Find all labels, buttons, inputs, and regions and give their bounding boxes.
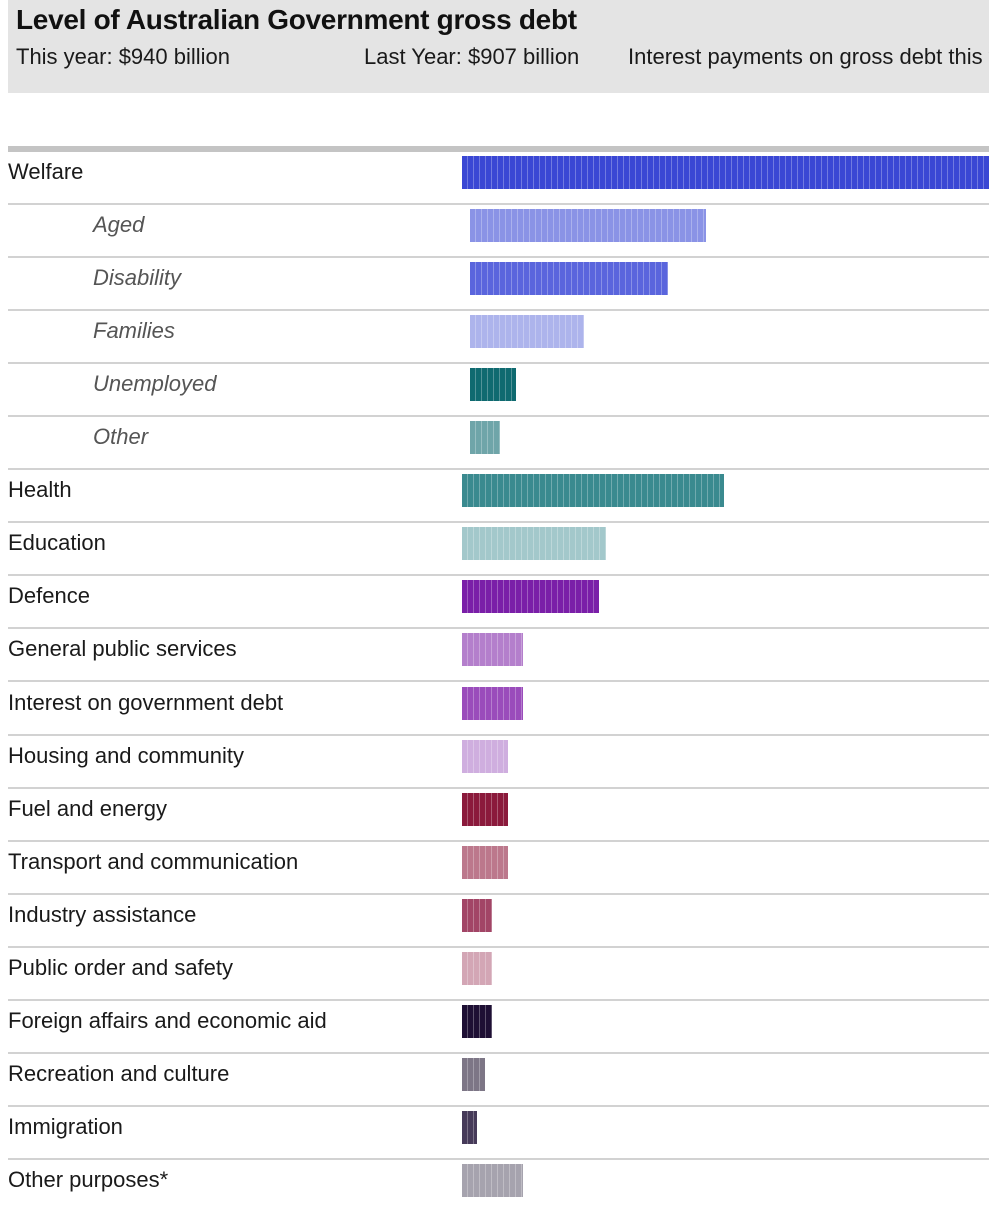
bar-interest-on-government-debt — [462, 686, 523, 720]
row-divider — [8, 574, 989, 577]
category-label: Transport and communication — [8, 848, 299, 874]
bar-other — [470, 421, 501, 455]
chart-row-industry-assistance: Industry assistance — [8, 895, 989, 948]
row-divider — [8, 1104, 989, 1107]
bar-public-order-and-safety — [462, 951, 493, 985]
chart-row-public-order-and-safety: Public order and safety — [8, 948, 989, 1001]
bar-education — [462, 527, 607, 561]
category-label: Aged — [93, 212, 145, 238]
bar-aged — [470, 209, 706, 243]
chart-row-unemployed: Unemployed — [8, 364, 989, 418]
bar-immigration — [462, 1110, 478, 1144]
bar-recreation-and-culture — [462, 1057, 485, 1091]
chart-row-general-public-services: General public services — [8, 629, 989, 683]
row-divider — [8, 468, 989, 471]
bar-disability — [470, 262, 668, 296]
row-divider — [8, 203, 989, 206]
chart-row-defence: Defence — [8, 576, 989, 630]
chart-row-health: Health — [8, 470, 989, 524]
category-label: Other purposes* — [8, 1166, 169, 1192]
row-divider — [8, 998, 989, 1001]
chart-row-immigration: Immigration — [8, 1107, 989, 1160]
category-label: Foreign affairs and economic aid — [8, 1007, 327, 1033]
category-label: Defence — [8, 583, 90, 609]
category-label: Fuel and energy — [8, 795, 167, 821]
chart-row-fuel-and-energy: Fuel and energy — [8, 789, 989, 842]
row-divider — [8, 309, 989, 312]
chart-row-welfare: Welfare — [8, 152, 989, 206]
bar-industry-assistance — [462, 898, 493, 932]
row-divider — [8, 521, 989, 524]
chart-row-aged: Aged — [8, 205, 989, 259]
chart-row-other: Other — [8, 417, 989, 471]
row-divider — [8, 839, 989, 842]
bar-unemployed — [470, 368, 516, 402]
chart-row-disability: Disability — [8, 258, 989, 312]
row-divider — [8, 892, 989, 895]
last-year-debt: Last Year: $907 billion — [364, 44, 580, 69]
row-divider — [8, 786, 989, 789]
chart-row-housing-and-community: Housing and community — [8, 736, 989, 789]
category-label: Recreation and culture — [8, 1060, 230, 1086]
chart-row-transport-and-communication: Transport and communication — [8, 842, 989, 895]
category-label: Public order and safety — [8, 954, 234, 980]
interest-payments: Interest payments on gross debt this y — [628, 44, 989, 69]
bar-defence — [462, 580, 599, 614]
chart-row-education: Education — [8, 523, 989, 577]
chart-row-foreign-affairs-and-economic-aid: Foreign affairs and economic aid — [8, 1001, 989, 1054]
row-divider — [8, 362, 989, 365]
category-label: Industry assistance — [8, 901, 197, 927]
bar-transport-and-communication — [462, 845, 508, 879]
category-label: Education — [8, 530, 106, 556]
category-label: Unemployed — [93, 371, 217, 397]
chart-row-other-purposes: Other purposes* — [8, 1160, 989, 1213]
category-label: Families — [93, 318, 175, 344]
chart-row-families: Families — [8, 311, 989, 365]
row-divider — [8, 627, 989, 630]
category-label: Immigration — [8, 1113, 123, 1139]
row-divider — [8, 945, 989, 948]
row-divider — [8, 680, 989, 683]
row-divider — [8, 1157, 989, 1160]
category-label: Disability — [93, 265, 182, 291]
row-divider — [8, 256, 989, 259]
bar-foreign-affairs-and-economic-aid — [462, 1004, 493, 1038]
row-divider — [8, 733, 989, 736]
category-label: Other — [93, 424, 149, 450]
category-label: Housing and community — [8, 742, 245, 768]
bar-welfare — [462, 156, 989, 189]
bar-families — [470, 315, 584, 349]
chart-top-rule — [8, 146, 989, 152]
bar-housing-and-community — [462, 739, 508, 773]
category-label: General public services — [8, 636, 237, 662]
this-year-debt: This year: $940 billion — [16, 44, 231, 69]
row-divider — [8, 415, 989, 418]
bar-fuel-and-energy — [462, 792, 508, 826]
row-divider — [8, 1051, 989, 1054]
debt-summary-header: Level of Australian Government gross deb… — [8, 0, 989, 93]
category-label: Interest on government debt — [8, 689, 284, 715]
chart-row-interest-on-government-debt: Interest on government debt — [8, 683, 989, 736]
page-title: Level of Australian Government gross deb… — [16, 4, 577, 35]
chart-row-recreation-and-culture: Recreation and culture — [8, 1054, 989, 1107]
bar-health — [462, 474, 725, 508]
bar-other-purposes — [462, 1163, 523, 1197]
category-label: Health — [8, 477, 72, 503]
bar-general-public-services — [462, 633, 523, 667]
category-label: Welfare — [8, 159, 84, 184]
